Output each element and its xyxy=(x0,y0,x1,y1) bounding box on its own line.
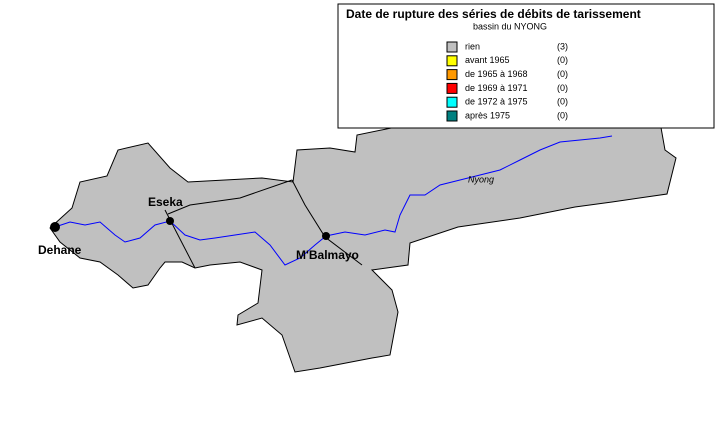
legend-count: (3) xyxy=(557,41,568,51)
legend-swatch xyxy=(446,55,458,67)
legend-title: Date de rupture des séries de débits de … xyxy=(346,7,641,21)
legend-label: rien xyxy=(465,41,480,51)
legend-swatch xyxy=(446,69,458,81)
legend-label: de 1965 à 1968 xyxy=(465,69,528,79)
station-dot xyxy=(50,222,60,232)
station-dot xyxy=(322,232,330,240)
legend-swatch xyxy=(446,41,458,53)
legend-count: (0) xyxy=(557,83,568,93)
river xyxy=(54,135,613,266)
legend-clip: Date de rupture des séries de débits de … xyxy=(346,7,641,21)
station-label: Dehane xyxy=(38,243,82,257)
legend-count: (0) xyxy=(557,110,568,120)
legend-swatch xyxy=(446,96,458,108)
basin xyxy=(49,105,677,373)
legend-label: de 1972 à 1975 xyxy=(465,97,528,107)
sub-basin-boundary xyxy=(167,179,293,215)
legend-swatch xyxy=(446,82,458,94)
legend-label: après 1975 xyxy=(465,110,510,120)
sub-basin-boundary xyxy=(291,179,363,266)
station-label: Eseka xyxy=(148,195,183,209)
legend-label: avant 1965 xyxy=(465,55,510,65)
station-label: M'Balmayo xyxy=(296,248,359,262)
station-dot xyxy=(166,217,174,225)
legend-box xyxy=(337,3,715,129)
legend-count: (0) xyxy=(557,55,568,65)
legend-entries: rien (3) avant 1965 (0) de 1965 à 1968 (0) de … xyxy=(446,41,568,122)
river-label: Nyong xyxy=(468,174,494,184)
legend-subtitle: bassin du NYONG xyxy=(473,21,547,31)
legend-count: (0) xyxy=(557,97,568,107)
legend-count: (0) xyxy=(557,69,568,79)
legend-label: de 1969 à 1971 xyxy=(465,83,528,93)
legend-swatch xyxy=(446,110,458,122)
